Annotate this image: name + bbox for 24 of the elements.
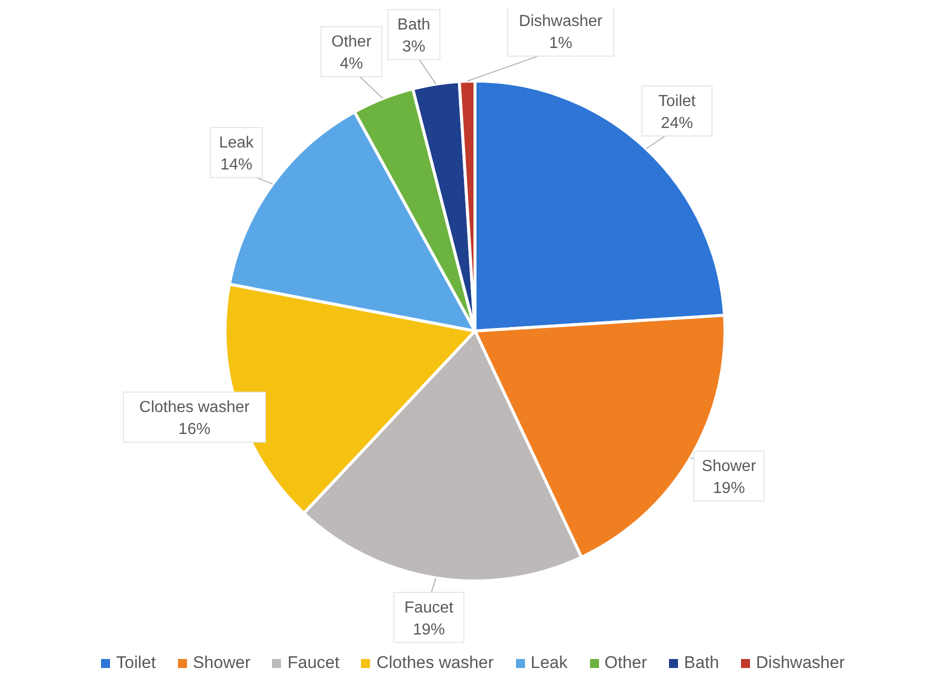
slice-label: Bath <box>397 16 430 34</box>
legend-label: Bath <box>683 653 720 673</box>
slice-label: Toilet <box>658 92 696 110</box>
slice-label: Dishwasher <box>518 13 604 30</box>
data-label: 3% <box>402 38 426 56</box>
slice-label: Other <box>331 34 372 51</box>
legend-label: Other <box>604 653 648 673</box>
data-label: 24% <box>660 114 693 132</box>
data-label: 16% <box>178 421 210 438</box>
legend-label: Faucet <box>286 653 340 673</box>
slice-label: Faucet <box>404 599 454 616</box>
data-label: 4% <box>340 56 363 73</box>
legend-label: Leak <box>530 653 568 673</box>
legend-label: Clothes washer <box>375 653 494 673</box>
legend-label: Dishwasher <box>755 653 845 673</box>
data-label: 19% <box>412 621 445 638</box>
data-label: 1% <box>549 35 572 52</box>
slice-label: Clothes washer <box>139 399 250 416</box>
legend-label: Shower <box>192 653 250 673</box>
slice-label: Leak <box>218 134 255 152</box>
data-label: 19% <box>712 480 745 498</box>
slice-label: Shower <box>702 458 757 476</box>
data-label: 14% <box>220 156 252 174</box>
legend-label: Toilet <box>115 653 156 673</box>
